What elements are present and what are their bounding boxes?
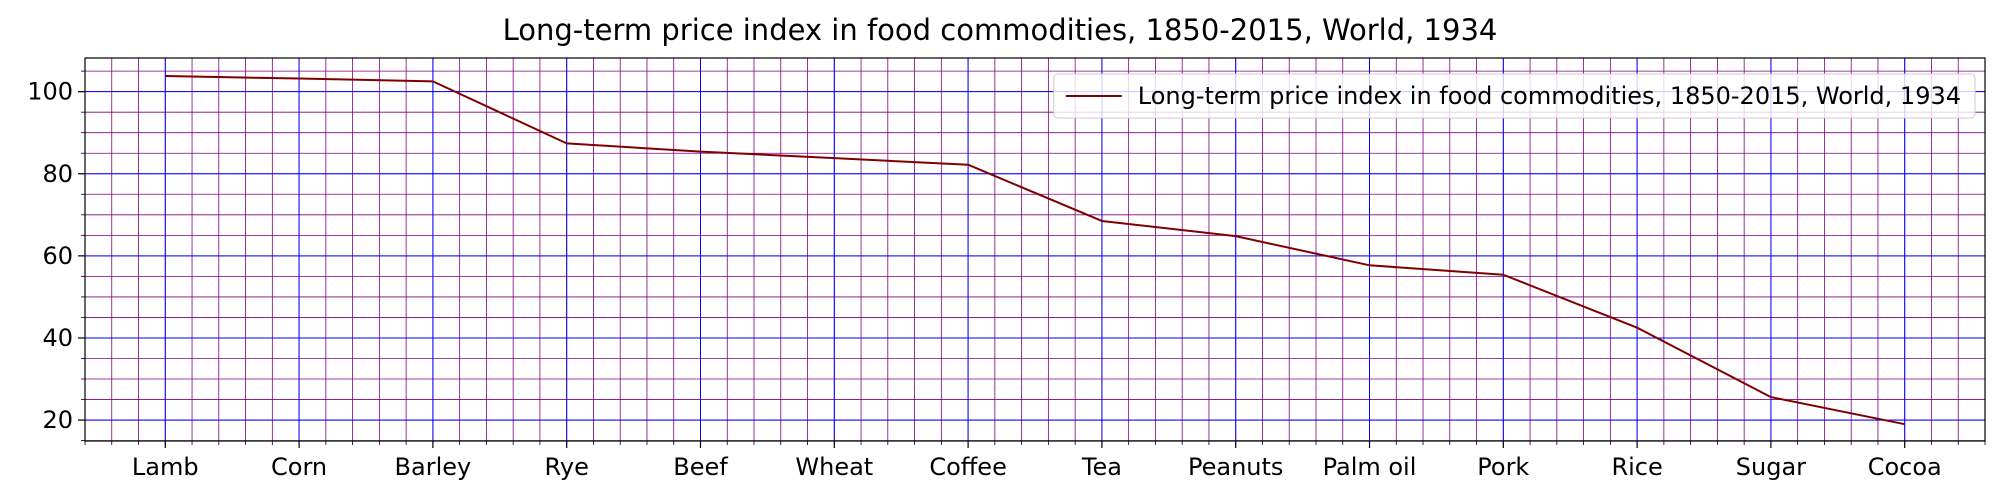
- x-tick-label: Pork: [1477, 453, 1529, 481]
- x-tick-label: Lamb: [132, 453, 199, 481]
- plot-frame: [84, 57, 1986, 442]
- legend: Long-term price index in food commoditie…: [1053, 73, 1976, 119]
- grid: [84, 58, 1986, 441]
- y-tick-label: 60: [42, 242, 73, 270]
- x-tick-label: Coffee: [929, 453, 1007, 481]
- x-tick-label: Sugar: [1736, 453, 1806, 481]
- legend-box: [1053, 73, 1976, 119]
- x-tick-label: Cocoa: [1868, 453, 1942, 481]
- chart-title: Long-term price index in food commoditie…: [503, 13, 1498, 47]
- x-tick-label: Corn: [271, 453, 327, 481]
- y-tick-label: 80: [42, 160, 73, 188]
- x-tick-label: Beef: [673, 453, 728, 481]
- y-tick-label: 20: [42, 406, 73, 434]
- y-tick-label: 40: [42, 324, 73, 352]
- x-tick-label: Barley: [395, 453, 472, 481]
- x-tick-label: Peanuts: [1188, 453, 1283, 481]
- x-tick-label: Rye: [545, 453, 589, 481]
- series-layer: [165, 75, 1905, 426]
- x-tick-label: Rice: [1611, 453, 1662, 481]
- x-tick-label: Tea: [1081, 453, 1122, 481]
- x-tick-label: Wheat: [795, 453, 873, 481]
- series-line: [165, 75, 1905, 426]
- x-tick-label: Palm oil: [1323, 453, 1417, 481]
- y-tick-label: 100: [27, 78, 73, 106]
- legend-label: Long-term price index in food commoditie…: [1138, 82, 1961, 110]
- axes: Lamb Corn Barley Rye Beef Wheat Coffee Tea Peanu…: [27, 57, 1986, 481]
